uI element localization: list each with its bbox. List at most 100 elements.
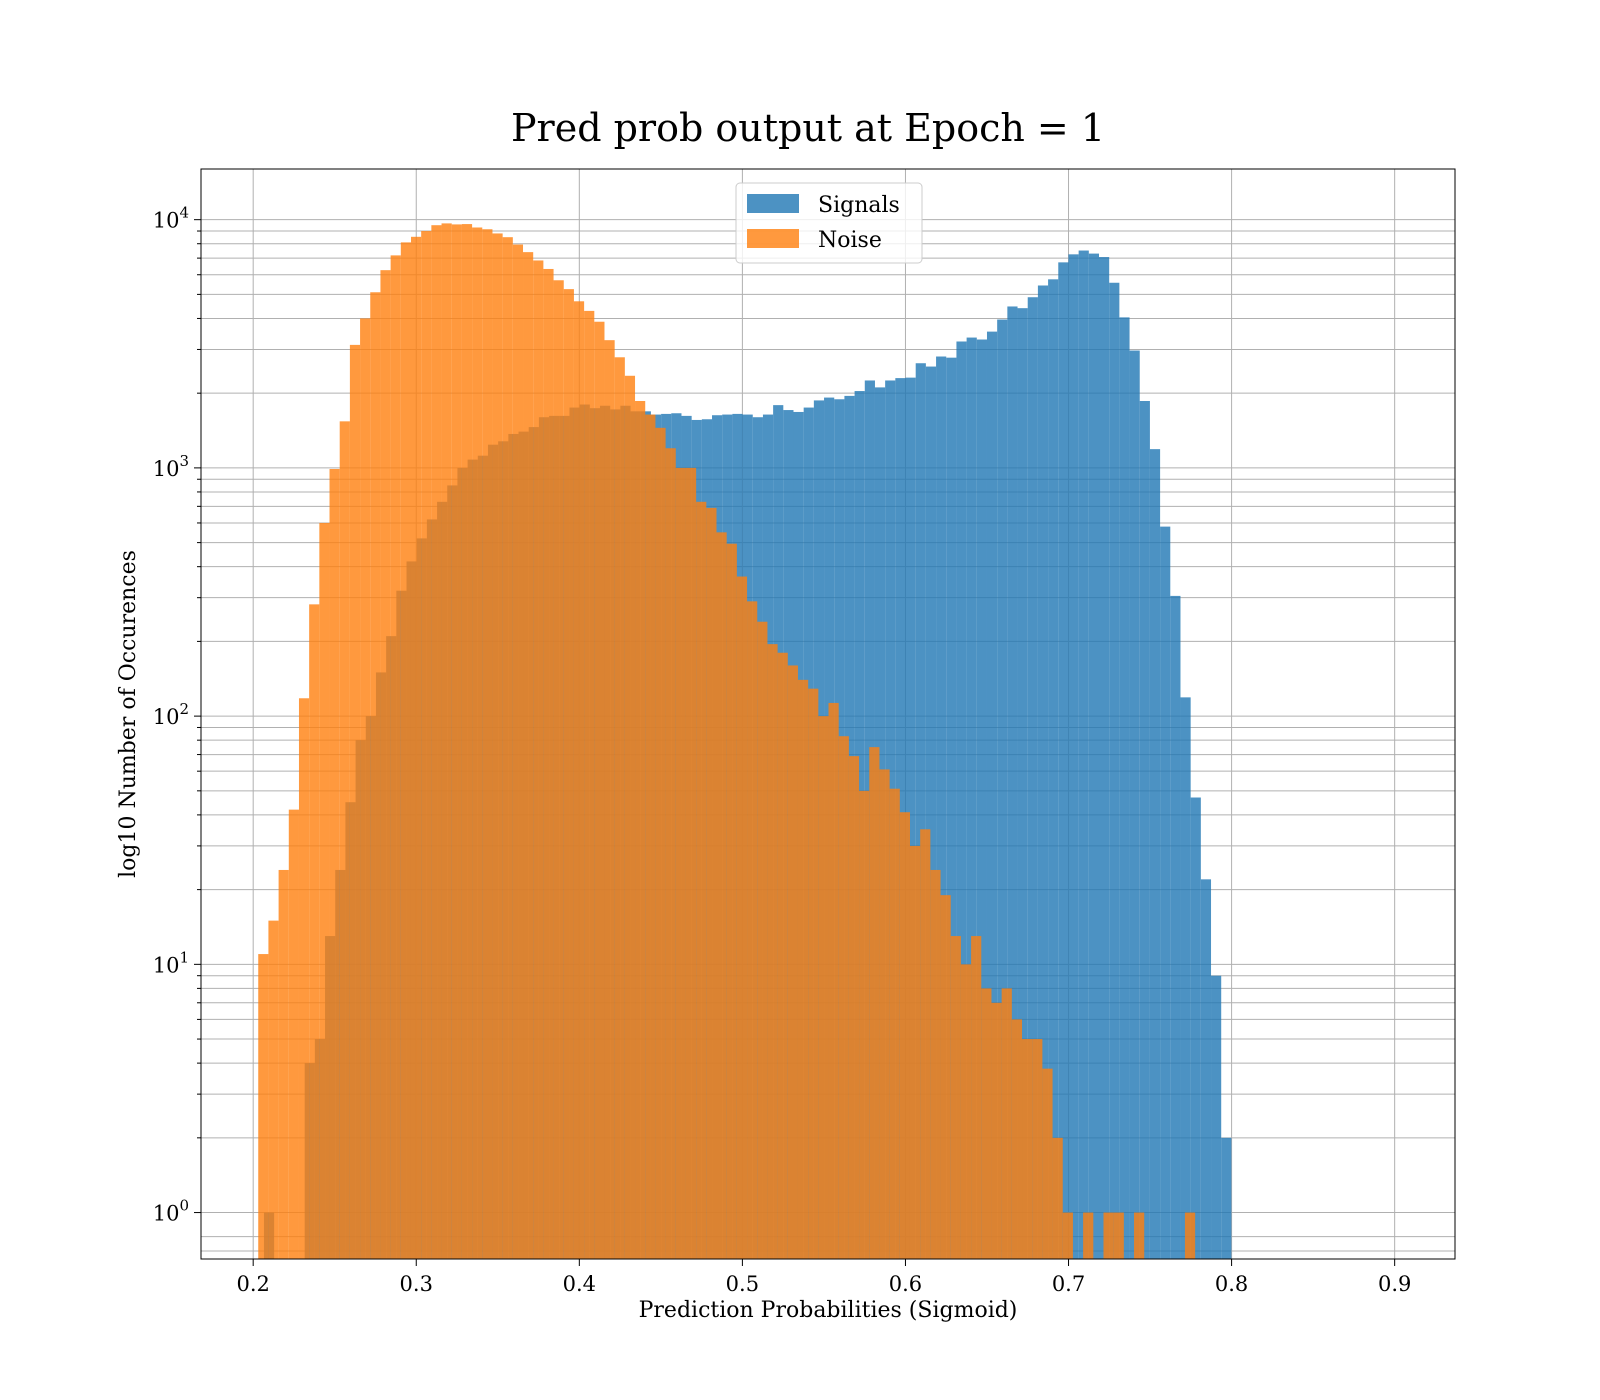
bar-noise — [930, 869, 941, 1259]
bar-signals — [1200, 879, 1212, 1259]
bar-signals — [1160, 526, 1171, 1259]
bar-signals — [1078, 250, 1089, 1259]
plot-frame — [200, 168, 1456, 1260]
x-tick-label: 0.6 — [889, 1272, 922, 1296]
bar-signals — [1170, 595, 1181, 1259]
bar-noise — [258, 954, 269, 1259]
bar-signals — [946, 357, 957, 1259]
bar-noise — [360, 318, 371, 1260]
bar-signals — [905, 377, 916, 1260]
bar-noise — [716, 532, 727, 1259]
bar-noise — [329, 468, 340, 1260]
bar-noise — [441, 223, 452, 1260]
x-tick-label: 0.4 — [563, 1272, 596, 1296]
x-tick-label: 0.5 — [726, 1272, 759, 1296]
bar-noise — [421, 231, 432, 1260]
bar-noise — [767, 644, 778, 1259]
bar-noise — [645, 414, 656, 1260]
bar-noise — [349, 344, 361, 1259]
legend-label-noise: Noise — [818, 228, 882, 253]
bar-noise — [726, 543, 737, 1259]
bar-signals — [1211, 975, 1222, 1259]
bar-noise — [1001, 988, 1012, 1259]
bar-noise — [1042, 1068, 1053, 1259]
bar-signals — [1068, 254, 1079, 1259]
bar-signals — [1221, 1137, 1232, 1259]
x-tick-label: 0.8 — [1215, 1272, 1248, 1296]
bar-noise — [1062, 1212, 1073, 1259]
bar-noise — [981, 988, 992, 1259]
bar-noise — [777, 652, 788, 1259]
bar-noise — [400, 242, 411, 1260]
bar-noise — [288, 809, 299, 1259]
bar-noise — [757, 621, 768, 1259]
bar-noise — [797, 679, 809, 1259]
bar-noise — [696, 501, 707, 1259]
bar-signals — [956, 341, 967, 1259]
bar-noise — [431, 225, 442, 1259]
bar-noise — [971, 936, 982, 1259]
y-tick-label: 104 — [153, 204, 189, 233]
bar-noise — [940, 895, 951, 1259]
bar-noise — [523, 252, 534, 1260]
plot-area — [200, 168, 1456, 1260]
y-tick-label: 101 — [153, 948, 189, 977]
bar-noise — [747, 601, 758, 1259]
bar-signals — [936, 356, 947, 1259]
bar-noise — [675, 467, 686, 1259]
bar-noise — [461, 224, 473, 1260]
bar-noise — [472, 227, 483, 1260]
bar-signals — [925, 366, 937, 1259]
bar-signals — [1149, 449, 1161, 1259]
bar-noise — [736, 576, 748, 1259]
bar-noise — [1032, 1039, 1043, 1259]
bar-noise — [339, 421, 350, 1260]
bar-signals — [966, 337, 977, 1259]
bar-noise — [451, 224, 462, 1260]
bar-noise — [909, 845, 921, 1259]
bar-signals — [1037, 285, 1049, 1259]
bar-noise — [1011, 1019, 1023, 1259]
bar-signals — [976, 339, 987, 1259]
bar-noise — [553, 280, 564, 1259]
bar-noise — [635, 400, 646, 1259]
bar-noise — [492, 233, 503, 1260]
bar-noise — [889, 788, 900, 1259]
bar-noise — [818, 716, 829, 1259]
y-axis-ticks: 100 101 102 103 104 — [153, 204, 201, 1226]
bar-noise — [604, 340, 615, 1259]
y-tick-label: 102 — [153, 700, 189, 729]
bar-noise — [298, 698, 310, 1259]
bar-noise — [482, 229, 493, 1259]
bar-noise — [533, 260, 544, 1260]
bar-noise — [1184, 1212, 1196, 1259]
bar-signals — [1129, 350, 1140, 1259]
bar-signals — [1088, 253, 1100, 1259]
bar-noise — [838, 736, 849, 1259]
bar-noise — [1022, 1039, 1033, 1259]
bar-signals — [1180, 697, 1191, 1259]
bar-noise — [594, 321, 605, 1260]
x-axis-label: Prediction Probabilities (Sigmoid) — [639, 1298, 1018, 1323]
bar-noise — [614, 357, 625, 1259]
chart-title: Pred prob output at Epoch = 1 — [511, 106, 1105, 150]
y-tick-label: 103 — [153, 452, 189, 481]
x-tick-label: 0.2 — [236, 1272, 269, 1296]
bar-noise — [390, 255, 401, 1259]
bar-noise — [828, 702, 839, 1259]
bar-noise — [268, 920, 279, 1259]
bar-signals — [1139, 400, 1150, 1259]
x-axis-ticks: 0.2 0.3 0.4 0.5 0.6 0.7 0.8 0.9 — [236, 1259, 1411, 1296]
bar-signals — [1190, 797, 1201, 1259]
bar-noise — [859, 790, 870, 1259]
bar-noise — [960, 964, 972, 1259]
bar-noise — [1052, 1137, 1063, 1259]
bar-noise — [706, 507, 717, 1260]
x-tick-label: 0.9 — [1378, 1272, 1411, 1296]
bar-noise — [991, 1002, 1002, 1259]
x-tick-label: 0.3 — [400, 1272, 433, 1296]
bar-noise — [1134, 1212, 1145, 1259]
y-tick-label: 100 — [153, 1197, 189, 1226]
bar-noise — [543, 268, 554, 1259]
bar-noise — [1103, 1212, 1114, 1259]
